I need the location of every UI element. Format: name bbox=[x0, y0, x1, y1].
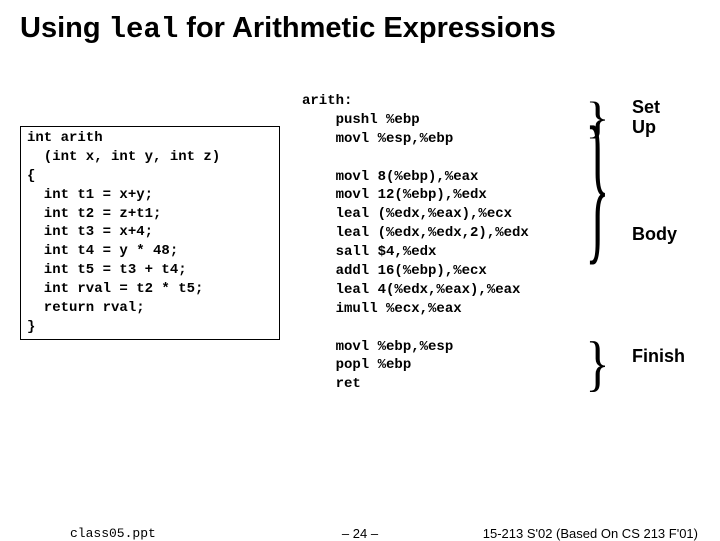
label-setup: Set Up bbox=[632, 98, 660, 138]
title-post: for Arithmetic Expressions bbox=[178, 12, 556, 44]
footer-course: 15-213 S'02 (Based On CS 213 F'01) bbox=[483, 526, 698, 541]
brace-body-icon: } bbox=[585, 104, 609, 272]
assembly-code: arith: pushl %ebp movl %esp,%ebp movl 8(… bbox=[302, 92, 529, 394]
brace-finish-icon: } bbox=[585, 333, 609, 395]
slide-title: Using leal for Arithmetic Expressions bbox=[0, 0, 720, 46]
title-pre: Using bbox=[20, 12, 109, 44]
label-body: Body bbox=[632, 224, 677, 245]
title-mono: leal bbox=[109, 13, 179, 46]
label-finish: Finish bbox=[632, 346, 685, 367]
c-source-code: int arith (int x, int y, int z) { int t1… bbox=[20, 126, 280, 340]
